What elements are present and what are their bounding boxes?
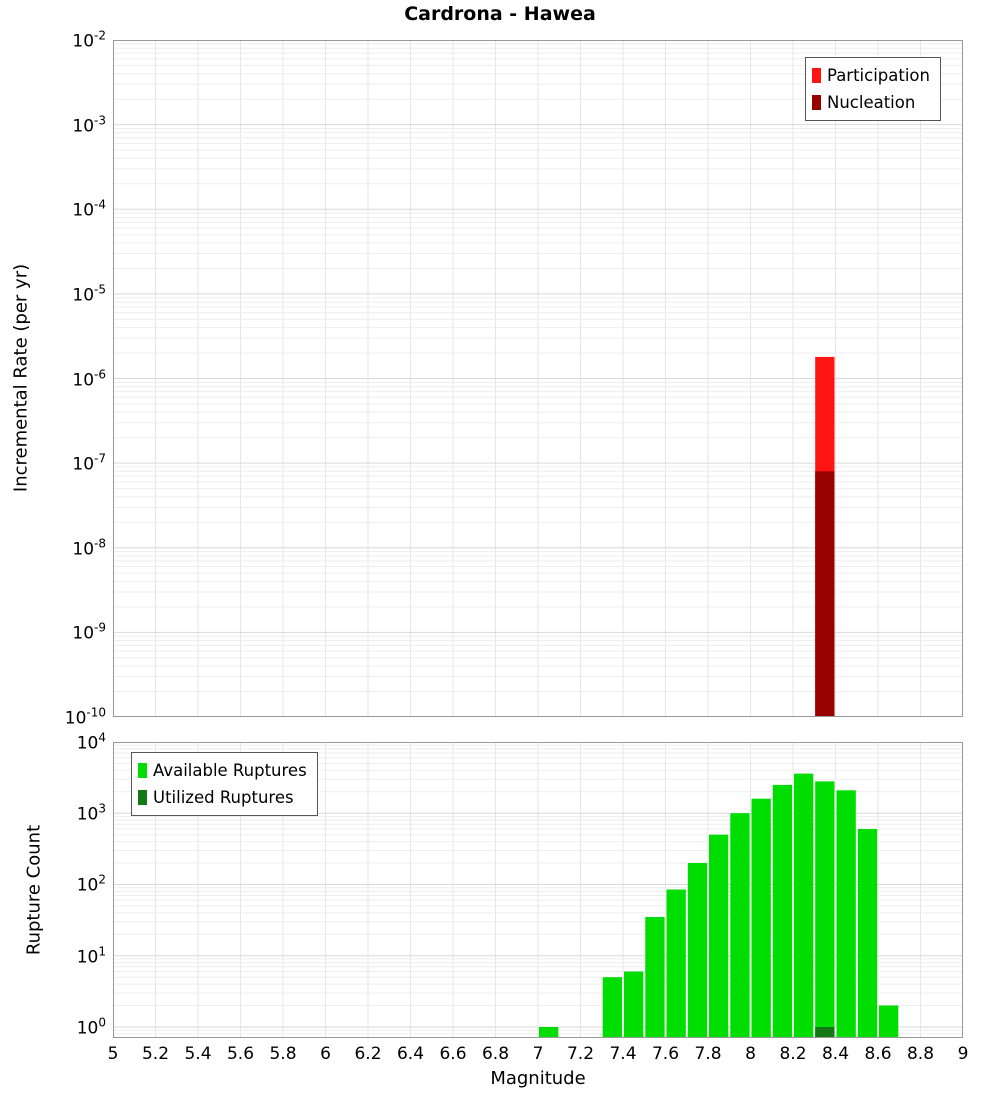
x-tick-label: 5.2 bbox=[141, 1044, 170, 1064]
legend-item-utilized-ruptures: Utilized Ruptures bbox=[138, 784, 307, 811]
legend-item-available-ruptures: Available Ruptures bbox=[138, 757, 307, 784]
y-tick-label: 100 bbox=[76, 1015, 106, 1039]
y-tick-label: 10-7 bbox=[72, 451, 106, 475]
x-tick-label: 8 bbox=[745, 1044, 756, 1064]
plot-border bbox=[113, 742, 963, 1038]
y-tick-label: 10-6 bbox=[72, 367, 106, 390]
legend-label-utilized-ruptures: Utilized Ruptures bbox=[153, 788, 294, 807]
x-tick-label: 6.6 bbox=[439, 1044, 467, 1064]
rate-plot-panel-canvas bbox=[113, 40, 963, 717]
legend-label-nucleation: Nucleation bbox=[826, 93, 916, 112]
x-tick-label: 5.4 bbox=[184, 1044, 212, 1064]
legend-item-nucleation: Nucleation bbox=[811, 89, 930, 116]
x-tick-label: 8.2 bbox=[779, 1044, 807, 1064]
y-tick-label: 104 bbox=[76, 730, 106, 754]
y-tick-label: 10-2 bbox=[72, 28, 106, 52]
rupture-count-legend: Available Ruptures Utilized Ruptures bbox=[131, 752, 318, 816]
legend-item-participation: Participation bbox=[811, 62, 930, 89]
y-tick-label: 10-9 bbox=[72, 621, 106, 644]
y-tick-label: 101 bbox=[76, 944, 106, 968]
x-tick-label: 7 bbox=[532, 1044, 544, 1064]
x-tick-label: 6.4 bbox=[396, 1044, 425, 1064]
available-ruptures-swatch bbox=[138, 763, 147, 778]
x-tick-label: 8.4 bbox=[821, 1044, 850, 1064]
x-tick-label: 5.6 bbox=[226, 1044, 255, 1064]
y-tick-label: 10-3 bbox=[72, 113, 106, 136]
available-ruptures-bar bbox=[602, 977, 622, 1038]
legend-label-available-ruptures: Available Ruptures bbox=[153, 761, 307, 780]
nucleation-swatch bbox=[811, 95, 821, 110]
available-ruptures-bar bbox=[730, 813, 750, 1038]
rate-plot-panel bbox=[113, 40, 963, 717]
chart-title: Cardrona - Hawea bbox=[404, 3, 596, 25]
available-ruptures-bar bbox=[709, 834, 729, 1038]
available-ruptures-bar bbox=[687, 863, 708, 1038]
x-tick-label: 7.8 bbox=[694, 1044, 722, 1064]
y-tick-label: 10-10 bbox=[64, 705, 106, 729]
y-tick-label: 10-4 bbox=[72, 197, 106, 221]
plot-border bbox=[113, 40, 963, 717]
x-tick-label: 6.8 bbox=[481, 1044, 510, 1064]
x-tick-label: 6.2 bbox=[354, 1044, 382, 1064]
rupture-count-plot-panel-canvas bbox=[113, 742, 963, 1038]
available-ruptures-bar bbox=[879, 1005, 899, 1038]
rupture-count-plot-panel bbox=[113, 742, 963, 1038]
participation-swatch bbox=[811, 68, 821, 83]
available-ruptures-bar bbox=[751, 798, 771, 1038]
x-tick-label: 6 bbox=[320, 1044, 331, 1064]
x-tick-label: 9 bbox=[957, 1044, 969, 1064]
rate-legend: Participation Nucleation bbox=[804, 57, 941, 121]
x-tick-label: 5.8 bbox=[269, 1044, 297, 1064]
available-ruptures-bar bbox=[539, 1027, 559, 1038]
y-tick-label: 10-8 bbox=[72, 536, 106, 560]
available-ruptures-bar bbox=[645, 917, 665, 1038]
nucleation-bar bbox=[815, 471, 835, 717]
x-tick-label: 8.6 bbox=[864, 1044, 892, 1064]
available-ruptures-bar bbox=[666, 889, 686, 1038]
available-ruptures-bar bbox=[857, 829, 878, 1038]
utilized-ruptures-bar bbox=[815, 1027, 835, 1038]
available-ruptures-bar bbox=[794, 773, 814, 1038]
top-y-axis-label: Incremental Rate (per yr) bbox=[10, 263, 32, 493]
x-tick-label: 5 bbox=[107, 1044, 119, 1064]
x-tick-label: 7.6 bbox=[651, 1044, 680, 1064]
legend-label-participation: Participation bbox=[826, 66, 930, 85]
y-tick-label: 10-5 bbox=[72, 282, 106, 306]
available-ruptures-bar bbox=[624, 971, 644, 1038]
available-ruptures-bar bbox=[772, 784, 793, 1038]
available-ruptures-bar bbox=[815, 781, 835, 1038]
x-tick-label: 7.2 bbox=[566, 1044, 595, 1064]
x-tick-label: 8.8 bbox=[906, 1044, 935, 1064]
y-tick-label: 103 bbox=[76, 801, 106, 825]
y-tick-label: 102 bbox=[76, 873, 106, 896]
x-axis-label: Magnitude bbox=[490, 1068, 586, 1089]
utilized-ruptures-swatch bbox=[138, 790, 147, 805]
available-ruptures-bar bbox=[836, 790, 856, 1038]
x-tick-label: 7.4 bbox=[609, 1044, 637, 1064]
